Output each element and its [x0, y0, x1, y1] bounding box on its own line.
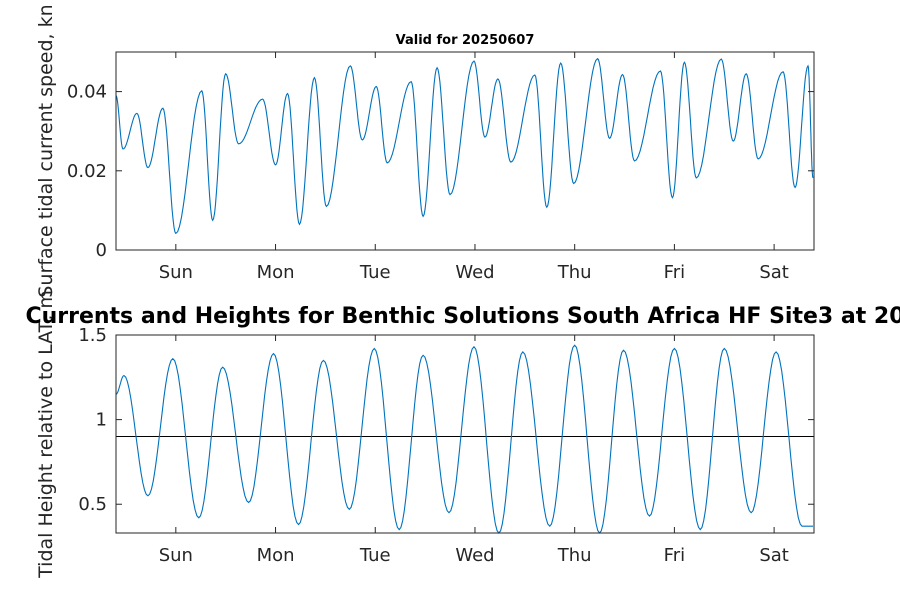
- current-speed-x-tick-label: Wed: [455, 262, 494, 283]
- tidal-height-axes-frame: [115, 334, 815, 534]
- tidal-height-y-axis-label: Tidal Height relative to LAT, m: [35, 290, 57, 579]
- current-speed-axes-frame: [115, 51, 815, 251]
- tidal-height-series-line: [115, 344, 813, 534]
- current-speed-x-tick-label: Fri: [664, 262, 685, 283]
- tidal-height-panel: Sun Mon Tue Wed Thu Fri Sat 0.5 1 1.5 Tidal Heigh…: [35, 290, 815, 579]
- current-speed-panel-title: Valid for 20250607: [396, 33, 535, 48]
- tidal-height-x-tick-label: Fri: [664, 545, 685, 566]
- tidal-height-x-tick-label: Thu: [557, 545, 592, 566]
- tidal-height-y-tick-label: 0.5: [78, 494, 107, 515]
- tidal-height-x-tick-label: Wed: [455, 545, 494, 566]
- current-speed-x-tick-label: Sat: [759, 262, 789, 283]
- tidal-height-y-tick-label: 1.5: [78, 325, 107, 346]
- tidal-height-x-tick-label: Tue: [359, 545, 391, 566]
- current-speed-x-tick-label: Mon: [257, 262, 295, 283]
- current-speed-x-tick-label: Sun: [159, 262, 193, 283]
- current-speed-x-tick-label: Thu: [557, 262, 592, 283]
- tidal-height-ticks: Sun Mon Tue Wed Thu Fri Sat 0.5 1 1.5: [78, 325, 814, 566]
- current-speed-panel: Valid for 20250607 Sun Mon Tue Wed Thu Fri Sat…: [35, 4, 815, 298]
- current-speed-ticks: Sun Mon Tue Wed Thu Fri Sat 0 0.02 0.04: [67, 52, 814, 283]
- current-speed-x-tick-label: Tue: [359, 262, 391, 283]
- tidal-height-plot-area: [115, 344, 814, 534]
- figure-title: Currents and Heights for Benthic Solutio…: [25, 304, 900, 329]
- current-speed-y-tick-label: 0: [96, 240, 107, 261]
- current-speed-y-tick-label: 0.04: [67, 82, 107, 103]
- current-speed-series-line: [115, 57, 814, 235]
- current-speed-y-axis-label: Surface tidal current speed, kn: [35, 4, 57, 297]
- tidal-height-y-tick-label: 1: [96, 410, 107, 431]
- current-speed-plot-area: [115, 57, 814, 235]
- current-speed-y-tick-label: 0.02: [67, 161, 107, 182]
- tidal-height-x-tick-label: Sun: [159, 545, 193, 566]
- tidal-height-x-tick-label: Sat: [759, 545, 789, 566]
- tidal-height-x-tick-label: Mon: [257, 545, 295, 566]
